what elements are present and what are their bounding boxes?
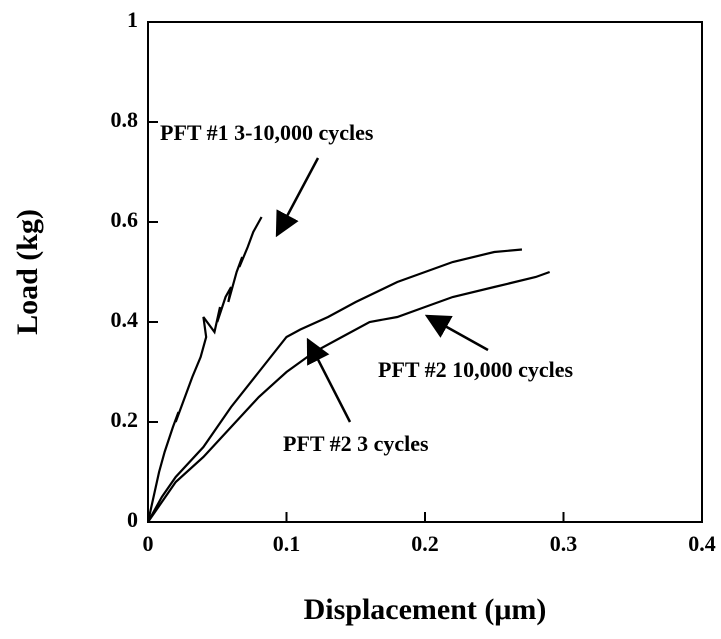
annotation: PFT #2 10,000 cycles xyxy=(378,357,574,382)
annotation: PFT #1 3-10,000 cycles xyxy=(160,120,374,145)
x-tick-label: 0 xyxy=(143,531,154,556)
y-tick-label: 0 xyxy=(127,507,138,532)
y-axis-label: Load (kg) xyxy=(11,209,44,335)
x-axis-label: Displacement (μm) xyxy=(304,593,547,626)
x-tick-label: 0.4 xyxy=(688,531,716,556)
annotation-arrow xyxy=(275,157,320,238)
x-tick-label: 0.1 xyxy=(273,531,301,556)
y-tick-label: 1 xyxy=(127,7,138,32)
annotation: PFT #2 3 cycles xyxy=(283,431,429,456)
x-tick-label: 0.3 xyxy=(550,531,578,556)
y-tick-label: 0.8 xyxy=(111,107,139,132)
annotation-arrow xyxy=(424,314,489,352)
x-tick-label: 0.2 xyxy=(411,531,439,556)
y-tick-label: 0.2 xyxy=(111,407,139,432)
y-tick-label: 0.4 xyxy=(111,307,139,332)
data-line xyxy=(147,270,551,523)
annotation-arrow xyxy=(306,337,352,423)
data-line xyxy=(147,248,523,523)
y-tick-label: 0.6 xyxy=(111,207,139,232)
data-line xyxy=(146,216,263,523)
